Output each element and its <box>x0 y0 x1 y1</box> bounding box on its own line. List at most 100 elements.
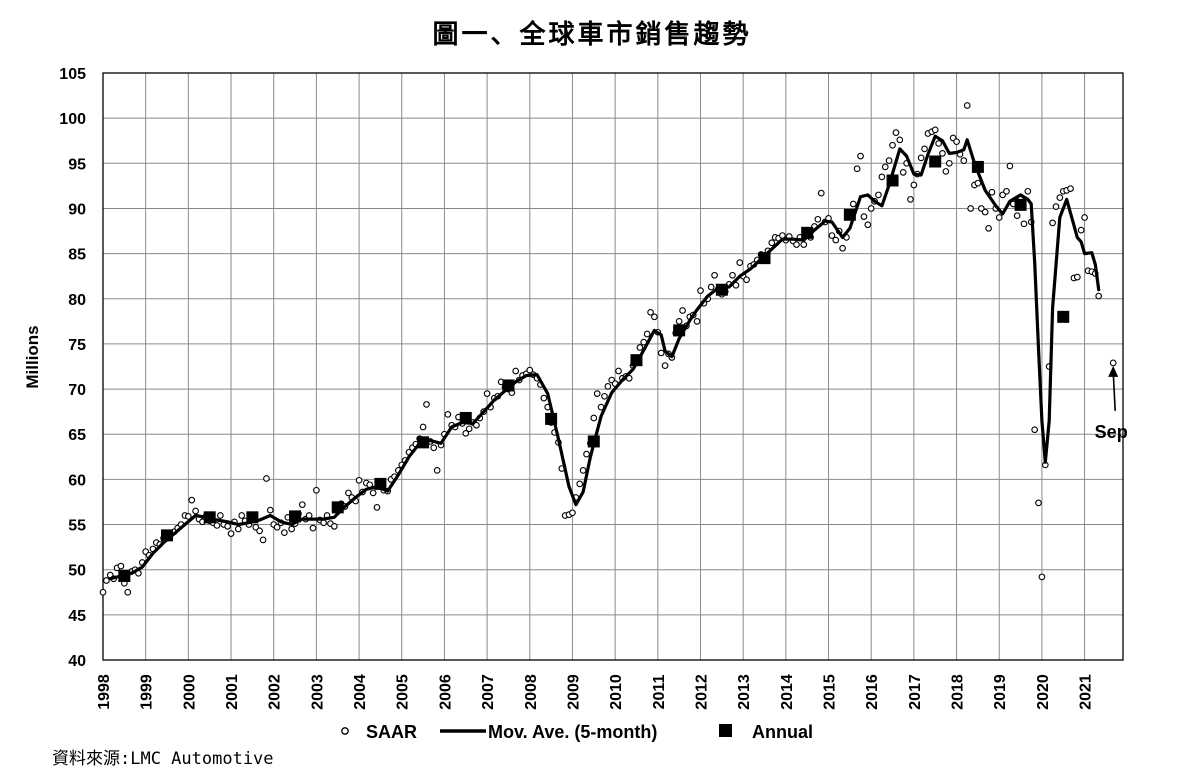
saar-point <box>867 205 875 212</box>
x-tick-label: 2016 <box>864 674 881 710</box>
saar-point <box>985 224 992 232</box>
saar-point <box>238 512 246 519</box>
legend-ma-label: Mov. Ave. (5-month) <box>488 722 657 742</box>
saar-point <box>1081 214 1088 221</box>
saar-point <box>768 239 776 247</box>
saar-point <box>839 244 846 252</box>
sep-annotation: Sep <box>1095 365 1128 442</box>
x-tick-label: 2001 <box>224 674 241 710</box>
y-tick-label: 65 <box>68 427 86 444</box>
saar-point <box>1031 426 1039 434</box>
saar-point <box>320 519 327 527</box>
saar-point <box>1095 292 1103 300</box>
saar-point <box>679 307 686 314</box>
y-tick-label: 75 <box>68 337 86 354</box>
saar-point <box>259 536 267 544</box>
saar-point <box>1073 273 1081 281</box>
saar-point <box>853 165 861 173</box>
plot-frame <box>102 72 1124 661</box>
x-tick-label: 1999 <box>139 674 156 710</box>
annual-point <box>246 511 259 524</box>
saar-point <box>444 411 452 418</box>
saar-point <box>579 467 587 474</box>
saar-point <box>1013 212 1021 220</box>
annual-point <box>673 324 686 337</box>
x-tick-label: 2014 <box>779 674 796 710</box>
saar-point <box>305 512 313 519</box>
legend-annual-marker <box>719 724 732 737</box>
saar-point <box>273 523 281 531</box>
saar-point <box>369 489 377 497</box>
saar-point <box>576 480 584 488</box>
legend-saar-marker <box>341 727 349 735</box>
x-tick-label: 1998 <box>96 674 113 710</box>
saar-point <box>881 163 889 171</box>
saar-point <box>583 450 590 458</box>
annual-point <box>545 412 558 425</box>
saar-point <box>625 374 633 382</box>
saar-point <box>266 506 274 514</box>
saar-point <box>569 509 576 517</box>
annual-point <box>331 501 344 514</box>
y-tick-label: 85 <box>68 247 86 264</box>
saar-point <box>963 102 971 109</box>
saar-point <box>465 425 473 433</box>
x-tick-label: 2007 <box>480 674 497 710</box>
saar-point <box>931 126 939 134</box>
annual-point <box>417 436 430 449</box>
saar-point <box>967 205 974 212</box>
saar-point <box>1052 203 1060 211</box>
saar-point <box>921 145 928 153</box>
saar-point <box>953 138 960 145</box>
x-tick-label: 2002 <box>267 674 284 710</box>
saar-point <box>939 150 946 157</box>
saar-point <box>355 476 363 484</box>
saar-point <box>512 367 520 375</box>
saar-point <box>604 383 612 390</box>
x-tick-label: 2005 <box>395 674 412 710</box>
annual-point <box>630 354 643 367</box>
saar-point <box>473 421 480 429</box>
saar-point <box>288 525 295 533</box>
saar-point <box>117 562 125 570</box>
saar-point <box>1049 219 1056 227</box>
x-tick-label: 2019 <box>992 674 1009 710</box>
legend-saar-label: SAAR <box>366 722 417 742</box>
annual-point <box>971 160 984 173</box>
saar-point <box>817 189 825 197</box>
saar-point <box>1020 220 1028 228</box>
saar-point <box>124 588 132 596</box>
annual-point <box>715 283 728 296</box>
saar-point <box>896 136 904 144</box>
annual-point <box>459 411 472 424</box>
saar-point <box>942 168 950 175</box>
annual-point <box>843 208 856 221</box>
legend: SAAR Mov. Ave. (5-month) Annual <box>341 722 813 742</box>
x-tick-label: 2021 <box>1078 674 1095 710</box>
saar-point <box>707 283 715 291</box>
annual-point <box>801 226 814 239</box>
saar-point <box>309 524 317 532</box>
annual-point <box>374 477 387 490</box>
annual-point <box>587 435 600 448</box>
chart-title: 圖一、全球車市銷售趨勢 <box>432 20 752 50</box>
saar-point <box>857 152 864 160</box>
annual-point <box>1057 310 1070 323</box>
saar-point <box>213 522 221 529</box>
saar-point <box>636 344 644 351</box>
saar-point <box>256 527 263 535</box>
saar-point <box>1006 162 1014 170</box>
saar-point <box>793 241 800 248</box>
saar-point <box>483 390 491 397</box>
y-tick-label: 100 <box>59 111 86 128</box>
saar-point <box>1056 194 1064 201</box>
saar-point <box>849 200 857 208</box>
x-tick-label: 2003 <box>309 674 326 710</box>
saar-point <box>188 496 196 504</box>
legend-annual-label: Annual <box>752 722 813 742</box>
x-tick-label: 2011 <box>651 675 668 710</box>
saar-point <box>885 157 893 164</box>
x-tick-label: 2017 <box>907 674 924 710</box>
saar-point <box>995 214 1003 221</box>
saar-point <box>419 423 427 431</box>
